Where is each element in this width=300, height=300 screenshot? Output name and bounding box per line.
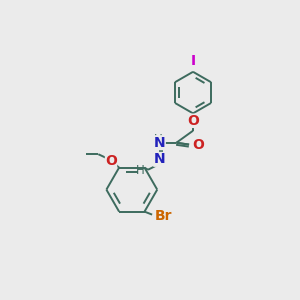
- Text: H: H: [136, 164, 145, 177]
- Text: O: O: [192, 138, 204, 152]
- Text: I: I: [190, 54, 196, 68]
- Text: H: H: [154, 133, 162, 146]
- Text: N: N: [154, 136, 165, 150]
- Text: Br: Br: [155, 209, 172, 223]
- Text: N: N: [154, 152, 165, 167]
- Text: O: O: [105, 154, 117, 168]
- Text: O: O: [187, 114, 199, 128]
